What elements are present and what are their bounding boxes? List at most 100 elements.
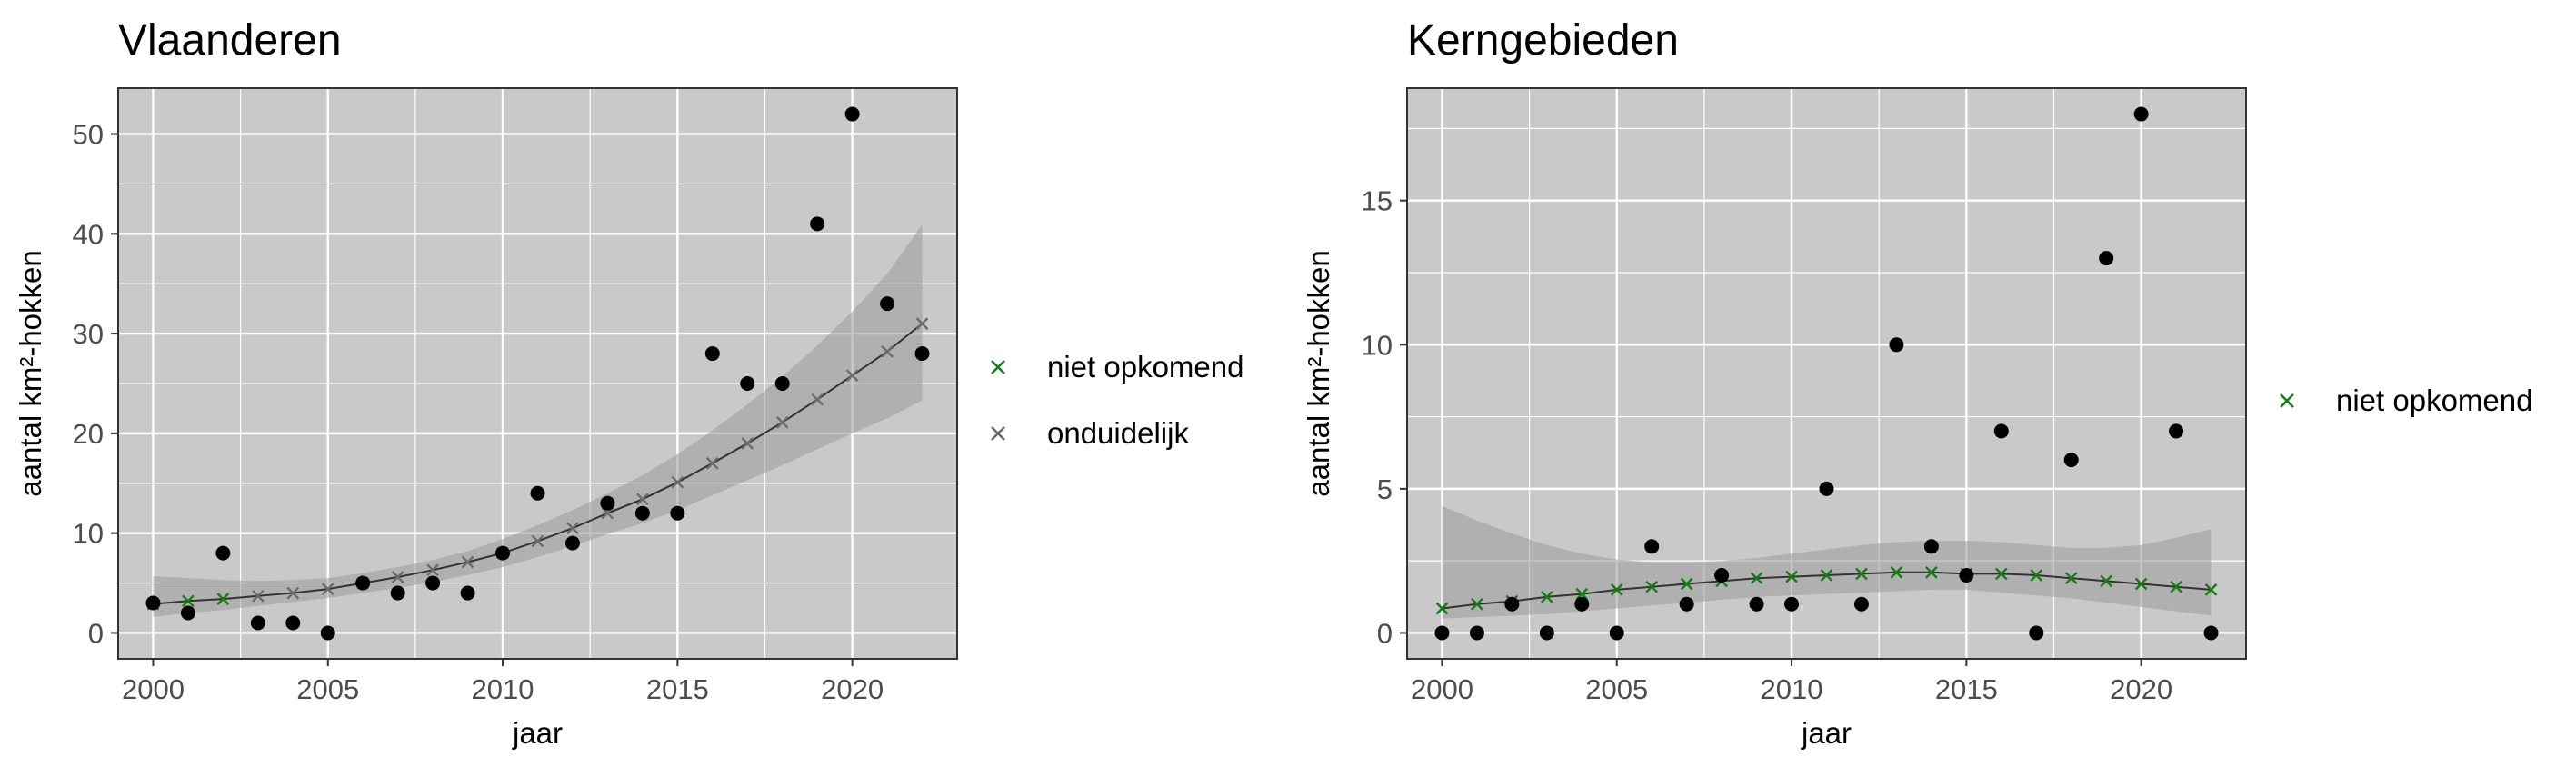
data-point	[1574, 596, 1590, 612]
data-point	[844, 106, 860, 122]
data-point	[1469, 625, 1484, 641]
data-point	[914, 346, 930, 362]
fit-marker	[1575, 587, 1589, 601]
fit-marker-stroke	[601, 506, 614, 520]
fit-marker	[426, 563, 439, 577]
fit-marker	[182, 594, 195, 608]
fit-marker	[1435, 602, 1449, 615]
fit-marker	[881, 344, 894, 358]
data-point	[1819, 481, 1834, 496]
legend-label: onduidelijk	[1047, 416, 1189, 450]
data-point	[1853, 596, 1869, 612]
fit-marker	[1820, 569, 1833, 582]
fit-marker	[1750, 572, 1763, 585]
data-point	[425, 575, 441, 591]
data-point	[2203, 625, 2219, 641]
legend-key-cross-icon	[991, 426, 1005, 441]
fit-marker	[2170, 580, 2182, 593]
data-point	[355, 575, 371, 591]
fit-marker	[1645, 580, 1659, 593]
data-point	[1714, 568, 1730, 583]
fit-marker-stroke	[1435, 602, 1449, 615]
chart-title: Kerngebieden	[1407, 16, 1679, 65]
data-point	[1644, 539, 1660, 554]
chart-title: Vlaanderen	[118, 16, 342, 65]
x-axis-title: jaar	[1801, 716, 1852, 750]
y-tick-label: 0	[88, 617, 104, 649]
fit-marker-stroke	[182, 594, 195, 608]
fit-marker-stroke	[1575, 587, 1589, 601]
fit-marker-stroke	[2030, 569, 2043, 582]
y-tick-label: 15	[1362, 185, 1393, 217]
fit-marker-stroke	[531, 534, 544, 548]
fit-marker	[251, 589, 265, 603]
fit-marker	[845, 369, 859, 383]
fit-marker	[2100, 574, 2113, 588]
fit-marker	[636, 493, 649, 506]
x-tick-label: 2020	[2110, 673, 2172, 705]
fit-marker-stroke	[426, 563, 439, 577]
data-point	[2133, 106, 2149, 122]
data-point	[215, 545, 231, 561]
x-tick-label: 2015	[1935, 673, 1998, 705]
fit-marker-stroke	[1855, 567, 1868, 581]
data-point	[530, 485, 545, 501]
legend-item: niet opkomend	[2280, 384, 2532, 417]
fit-marker-stroke	[461, 555, 474, 569]
data-point	[145, 595, 161, 611]
x-tick-label: 2020	[821, 673, 884, 705]
fit-marker-stroke	[671, 475, 684, 489]
x-tick-label: 2000	[122, 673, 185, 705]
fit-marker-stroke	[391, 571, 404, 583]
fit-marker-stroke	[1471, 597, 1483, 611]
fit-marker-stroke	[741, 437, 754, 450]
data-point	[1434, 625, 1450, 641]
fit-marker	[1471, 597, 1483, 611]
x-tick-label: 2005	[1585, 673, 1648, 705]
data-point	[2063, 453, 2079, 468]
data-point	[1959, 568, 1974, 583]
y-tick-label: 5	[1377, 473, 1393, 505]
fit-marker	[915, 317, 929, 330]
legend-key-cross-icon	[991, 360, 1005, 374]
data-point	[600, 495, 615, 511]
fit-marker-stroke	[1610, 583, 1623, 596]
fit-marker-stroke	[1645, 580, 1659, 593]
confidence-band	[153, 224, 923, 617]
fit-marker-stroke	[636, 493, 649, 506]
fit-marker-stroke	[251, 589, 265, 603]
data-point	[704, 346, 720, 362]
fit-marker	[1540, 590, 1553, 603]
x-tick-label: 2015	[646, 673, 709, 705]
fit-marker	[566, 522, 579, 535]
fit-marker-stroke	[915, 317, 929, 330]
data-point	[285, 615, 301, 631]
chart-1: Vlaanderen 2000 2005 2010 2015 2020 0 10 20 30 40 5…	[14, 16, 1243, 750]
fit-marker-stroke	[775, 415, 789, 429]
fit-marker	[671, 475, 684, 489]
data-point	[564, 535, 580, 551]
chart-2: Kerngebieden 2000 2005 2010 2015 2020 0 5 10 15 ja…	[1302, 16, 2532, 750]
fit-marker-stroke	[2204, 583, 2218, 596]
fit-marker	[1610, 583, 1623, 596]
fit-marker-stroke	[566, 522, 579, 535]
fit-marker	[216, 593, 230, 605]
fit-marker	[811, 393, 824, 406]
y-tick-label: 50	[73, 119, 104, 151]
data-point	[810, 216, 825, 232]
confidence-band	[1442, 505, 2212, 619]
legend-label: niet opkomend	[2336, 384, 2532, 417]
fit-marker	[1855, 567, 1868, 581]
fit-marker	[1680, 577, 1693, 591]
data-point	[2029, 625, 2044, 641]
legend-item: onduidelijk	[991, 416, 1189, 450]
data-point	[1889, 337, 1904, 353]
fit-marker-stroke	[811, 393, 824, 406]
data-point	[740, 375, 755, 391]
data-point	[390, 585, 405, 601]
data-point	[670, 505, 685, 521]
x-tick-label: 2000	[1411, 673, 1473, 705]
data-point	[1539, 625, 1554, 641]
